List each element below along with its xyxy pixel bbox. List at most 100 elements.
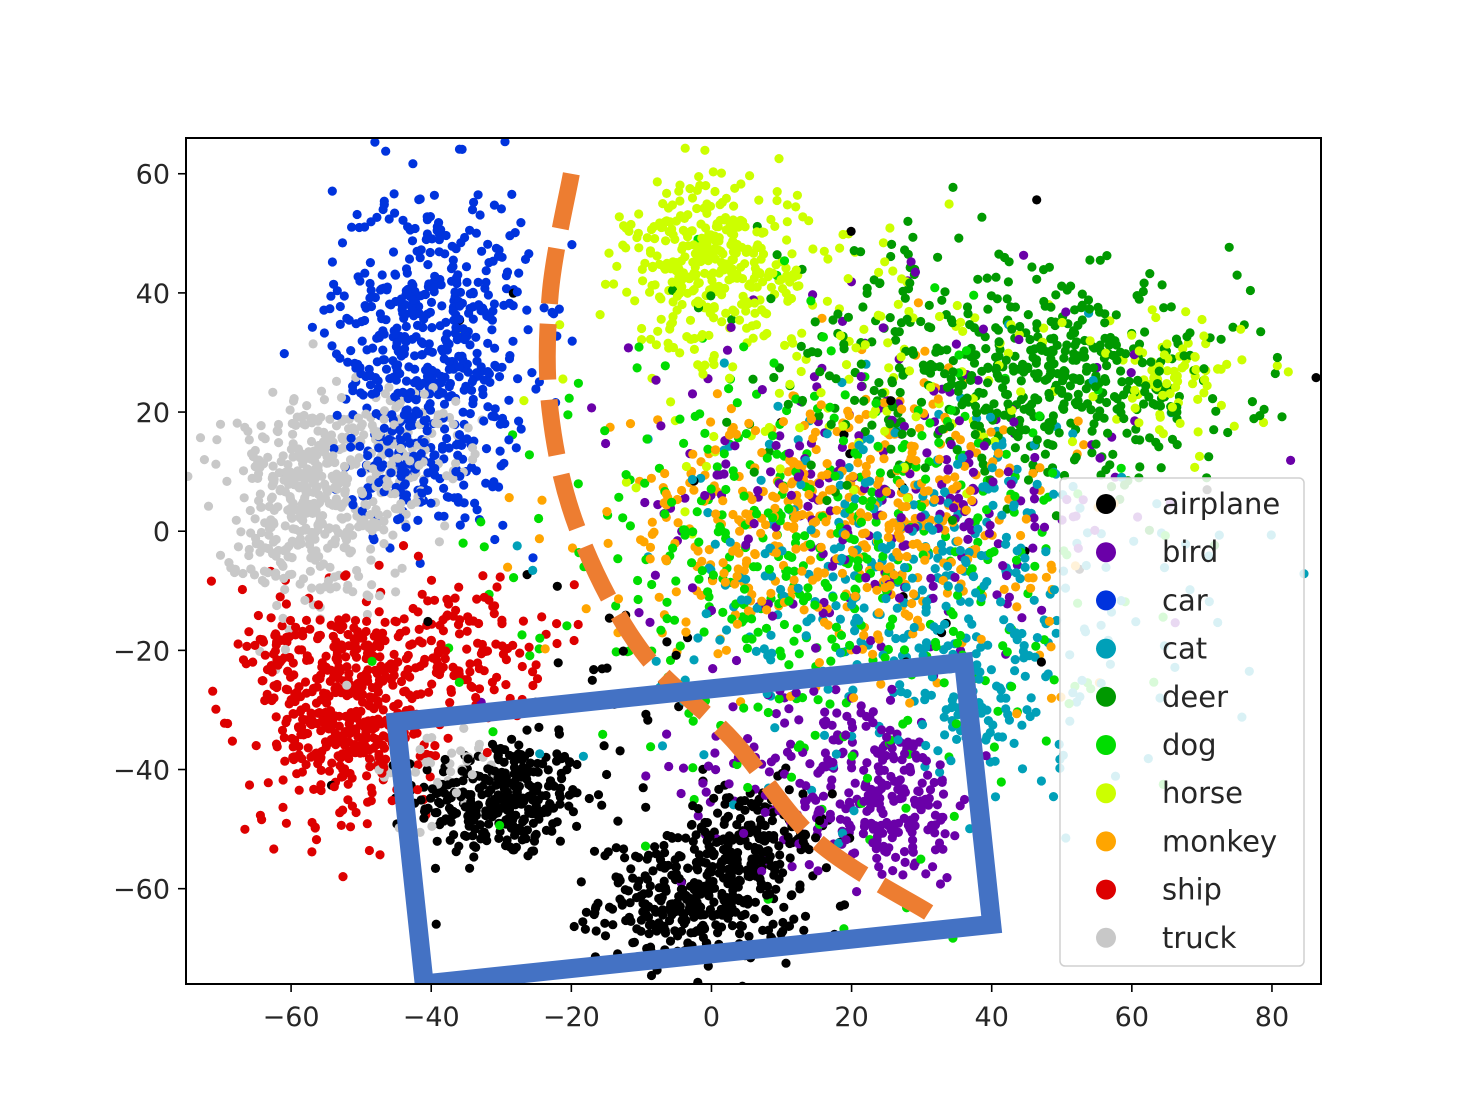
point-ship: [425, 772, 435, 782]
point-cat: [1017, 720, 1027, 730]
point-ship: [416, 689, 426, 699]
point-cat: [1052, 615, 1062, 626]
point-horse: [1190, 462, 1200, 472]
point-monkey: [873, 479, 883, 490]
point-bird: [901, 739, 911, 749]
point-airplane: [608, 920, 618, 930]
point-monkey: [734, 515, 744, 525]
point-airplane: [438, 767, 449, 777]
point-truck: [331, 376, 342, 386]
point-monkey: [872, 585, 882, 595]
point-monkey: [876, 679, 886, 689]
point-ship: [435, 620, 445, 631]
point-dog: [810, 730, 820, 740]
point-truck: [341, 478, 351, 489]
point-ship: [399, 614, 409, 624]
point-ship: [323, 720, 333, 730]
point-truck: [266, 493, 276, 504]
point-car: [401, 376, 412, 386]
point-bird: [841, 730, 851, 740]
point-car: [346, 442, 356, 452]
point-cat: [651, 656, 661, 666]
point-horse: [970, 313, 980, 323]
point-deer: [1050, 320, 1060, 331]
point-horse: [694, 172, 704, 182]
point-airplane: [517, 755, 527, 765]
point-truck: [238, 568, 248, 579]
point-car: [458, 324, 468, 334]
point-airplane: [548, 780, 558, 790]
point-deer: [1083, 295, 1094, 305]
point-ship: [283, 666, 293, 676]
point-car: [465, 289, 475, 299]
point-horse: [1272, 361, 1282, 371]
point-horse: [1151, 312, 1161, 323]
point-deer: [783, 399, 793, 409]
point-ship: [266, 613, 276, 623]
point-horse: [689, 344, 700, 354]
point-airplane: [419, 813, 429, 823]
point-horse: [808, 244, 818, 254]
point-car: [371, 388, 381, 398]
point-horse: [1237, 355, 1247, 365]
point-bird: [767, 611, 778, 621]
point-deer: [916, 397, 927, 407]
point-monkey: [913, 615, 923, 625]
point-cat: [899, 484, 909, 494]
point-bird: [938, 789, 949, 799]
point-dog: [794, 649, 804, 659]
point-monkey: [762, 605, 772, 615]
point-bird: [876, 642, 886, 652]
point-car: [484, 369, 494, 379]
point-cat: [973, 524, 983, 534]
point-car: [491, 243, 501, 253]
point-horse: [710, 186, 720, 197]
point-ship: [497, 619, 507, 629]
point-monkey: [1028, 573, 1038, 583]
point-monkey: [919, 486, 929, 497]
point-horse: [734, 315, 745, 325]
point-airplane: [732, 859, 742, 869]
point-ship: [389, 649, 399, 660]
point-monkey: [999, 584, 1009, 595]
point-dog: [772, 449, 782, 459]
point-cat: [1043, 669, 1053, 679]
point-ship: [415, 751, 425, 761]
point-truck: [273, 419, 284, 430]
point-car: [388, 247, 399, 257]
point-monkey: [756, 528, 766, 538]
point-airplane: [600, 918, 610, 928]
point-dog: [739, 491, 749, 501]
point-airplane: [708, 911, 718, 921]
point-bird: [587, 403, 597, 413]
point-airplane: [593, 790, 604, 800]
point-deer: [727, 315, 737, 325]
point-airplane: [659, 840, 669, 851]
point-monkey: [671, 587, 681, 597]
point-deer: [962, 302, 973, 312]
point-deer: [1167, 434, 1178, 444]
point-car: [554, 304, 564, 314]
point-ship: [335, 665, 346, 675]
point-monkey: [534, 534, 545, 544]
point-truck: [345, 455, 356, 465]
point-ship: [334, 615, 344, 625]
point-airplane: [509, 830, 520, 840]
point-dog: [633, 594, 643, 605]
point-bird: [771, 440, 781, 451]
point-horse: [774, 154, 784, 164]
point-dog: [826, 656, 836, 666]
point-bird: [795, 441, 805, 451]
point-truck: [246, 528, 256, 538]
point-horse: [880, 257, 890, 267]
point-bird: [701, 787, 711, 797]
point-deer: [1102, 397, 1112, 408]
point-airplane: [835, 901, 846, 911]
point-horse: [709, 302, 719, 312]
point-dog: [694, 574, 704, 584]
point-horse: [709, 350, 719, 361]
point-horse: [674, 186, 684, 196]
point-horse: [1175, 418, 1185, 428]
point-ship: [388, 680, 398, 690]
point-ship: [255, 810, 265, 820]
